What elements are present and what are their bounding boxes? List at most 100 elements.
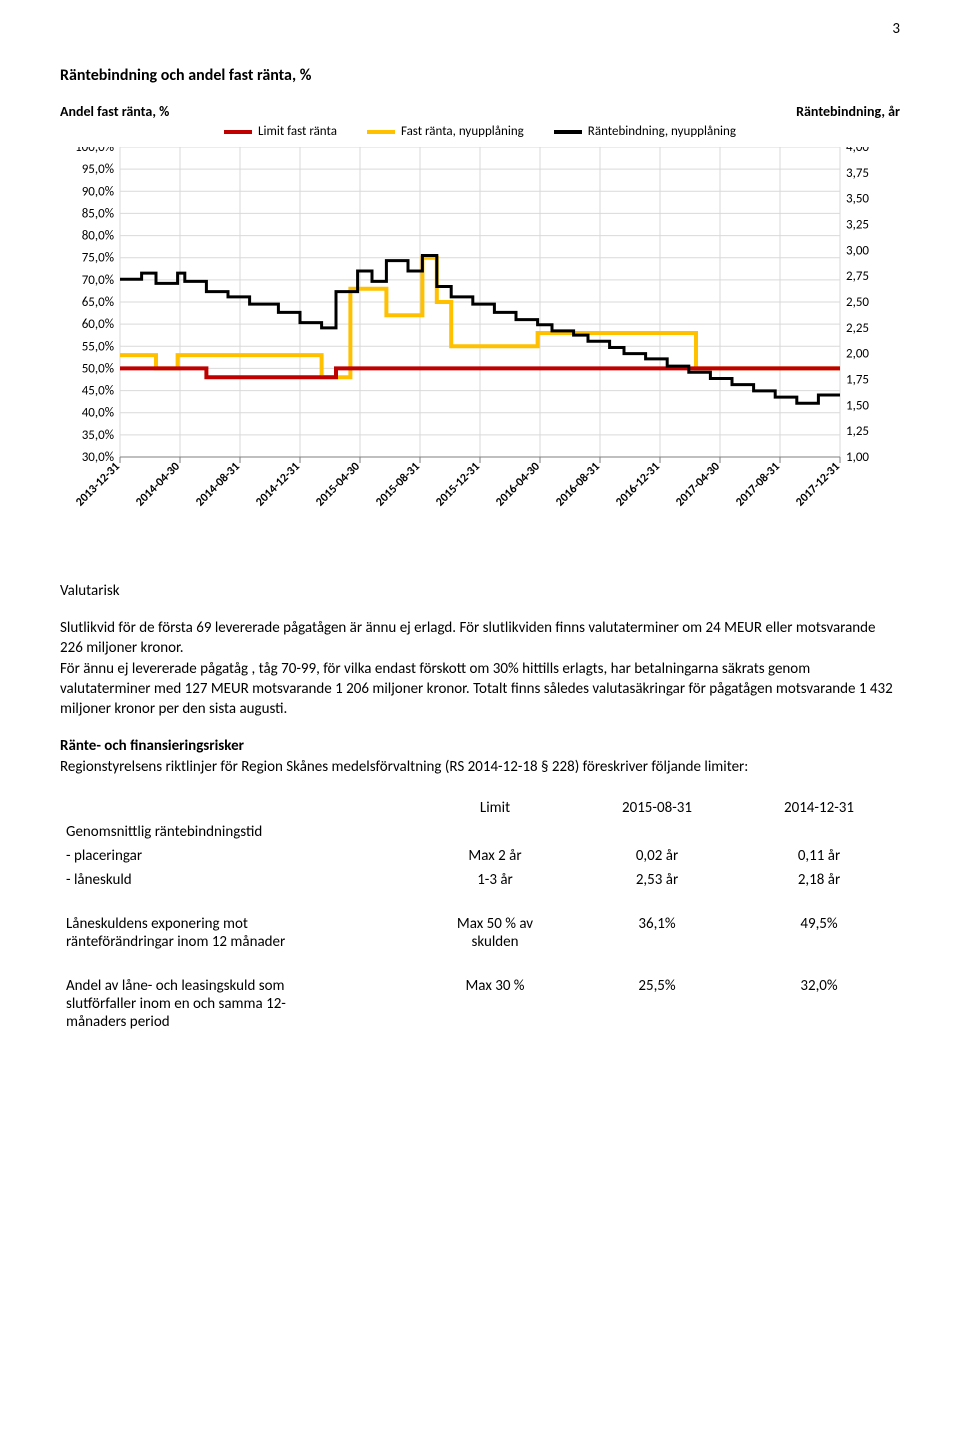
svg-text:2,75: 2,75: [846, 269, 869, 284]
svg-text:1,75: 1,75: [846, 373, 869, 388]
table-cell: [576, 954, 738, 974]
svg-text:2,25: 2,25: [846, 321, 869, 336]
table-cell: [414, 892, 576, 912]
table-row: Genomsnittlig räntebindningstid: [60, 820, 900, 844]
svg-text:60,0%: 60,0%: [82, 317, 114, 332]
legend-item: Limit fast ränta: [224, 124, 337, 139]
table-cell: 2014-12-31: [738, 796, 900, 820]
svg-text:95,0%: 95,0%: [82, 162, 114, 177]
svg-text:2015-12-31: 2015-12-31: [433, 460, 483, 510]
table-cell: 0,11 år: [738, 844, 900, 868]
svg-text:2017-12-31: 2017-12-31: [793, 460, 843, 510]
table-cell: 36,1%: [576, 912, 738, 954]
table-cell: Max 2 år: [414, 844, 576, 868]
table-row: [60, 892, 900, 912]
table-cell: 2,53 år: [576, 868, 738, 892]
svg-text:50,0%: 50,0%: [82, 361, 114, 376]
svg-text:2015-04-30: 2015-04-30: [313, 460, 363, 510]
rante-intro: Regionstyrelsens riktlinjer för Region S…: [60, 757, 900, 777]
table-cell: [60, 954, 414, 974]
limits-table: Limit2015-08-312014-12-31Genomsnittlig r…: [60, 796, 900, 1034]
legend-label: Limit fast ränta: [258, 124, 337, 139]
svg-text:2014-08-31: 2014-08-31: [193, 460, 243, 510]
table-row: Låneskuldens exponering motränteförändri…: [60, 912, 900, 954]
table-cell: Max 50 % avskulden: [414, 912, 576, 954]
svg-text:80,0%: 80,0%: [82, 229, 114, 244]
table-row: Limit2015-08-312014-12-31: [60, 796, 900, 820]
table-cell: [60, 892, 414, 912]
table-cell: Andel av låne- och leasingskuld somslutf…: [60, 974, 414, 1034]
table-cell: 1-3 år: [414, 868, 576, 892]
table-cell: [414, 954, 576, 974]
svg-text:70,0%: 70,0%: [82, 273, 114, 288]
legend-item: Fast ränta, nyupplåning: [367, 124, 524, 139]
svg-text:2016-04-30: 2016-04-30: [493, 460, 543, 510]
table-cell: 2015-08-31: [576, 796, 738, 820]
svg-text:45,0%: 45,0%: [82, 384, 114, 399]
table-cell: 32,0%: [738, 974, 900, 1034]
table-cell: 0,02 år: [576, 844, 738, 868]
valutarisk-heading: Valutarisk: [60, 582, 900, 600]
svg-text:2014-04-30: 2014-04-30: [133, 460, 183, 510]
svg-text:2,50: 2,50: [846, 295, 869, 310]
table-cell: - placeringar: [60, 844, 414, 868]
chart-legend: Limit fast ränta Fast ränta, nyupplåning R…: [60, 124, 900, 139]
table-row: Andel av låne- och leasingskuld somslutf…: [60, 974, 900, 1034]
legend-swatch: [367, 130, 395, 134]
svg-text:1,00: 1,00: [846, 450, 869, 465]
table-cell: Genomsnittlig räntebindningstid: [60, 820, 414, 844]
svg-text:100,0%: 100,0%: [75, 147, 114, 155]
svg-text:4,00: 4,00: [846, 147, 869, 155]
svg-text:3,75: 3,75: [846, 166, 869, 181]
svg-text:1,25: 1,25: [846, 424, 869, 439]
svg-text:3,00: 3,00: [846, 243, 869, 258]
svg-text:75,0%: 75,0%: [82, 251, 114, 266]
svg-text:2017-04-30: 2017-04-30: [673, 460, 723, 510]
table-cell: Låneskuldens exponering motränteförändri…: [60, 912, 414, 954]
table-cell: 49,5%: [738, 912, 900, 954]
page-number: 3: [60, 20, 900, 38]
svg-text:85,0%: 85,0%: [82, 206, 114, 221]
svg-text:55,0%: 55,0%: [82, 339, 114, 354]
svg-text:2015-08-31: 2015-08-31: [373, 460, 423, 510]
chart-svg: 100,0% 95,0% 90,0% 85,0% 80,0% 75,0% 70,0% 65,0…: [60, 147, 890, 529]
table-row: - låneskuld1-3 år2,53 år2,18 år: [60, 868, 900, 892]
svg-text:3,50: 3,50: [846, 192, 869, 207]
table-cell: [738, 820, 900, 844]
table-cell: Limit: [414, 796, 576, 820]
table-row: - placeringarMax 2 år0,02 år0,11 år: [60, 844, 900, 868]
table-cell: [738, 954, 900, 974]
svg-text:3,25: 3,25: [846, 218, 869, 233]
table-cell: 25,5%: [576, 974, 738, 1034]
svg-text:2,00: 2,00: [846, 347, 869, 362]
svg-text:2017-08-31: 2017-08-31: [733, 460, 783, 510]
svg-text:2016-12-31: 2016-12-31: [613, 460, 663, 510]
table-cell: Max 30 %: [414, 974, 576, 1034]
legend-label: Räntebindning, nyupplåning: [588, 124, 736, 139]
svg-text:2016-08-31: 2016-08-31: [553, 460, 603, 510]
table-cell: [576, 892, 738, 912]
left-axis-title: Andel fast ränta, %: [60, 103, 169, 120]
rante-heading: Ränte- och finansieringsrisker: [60, 737, 900, 755]
section-title: Räntebindning och andel fast ränta, %: [60, 66, 900, 85]
chart-container: 100,0% 95,0% 90,0% 85,0% 80,0% 75,0% 70,0% 65,0…: [60, 147, 900, 534]
legend-swatch: [224, 130, 252, 134]
valutarisk-body: Slutlikvid för de första 69 levererade p…: [60, 618, 900, 719]
svg-text:1,50: 1,50: [846, 398, 869, 413]
legend-label: Fast ränta, nyupplåning: [401, 124, 524, 139]
legend-item: Räntebindning, nyupplåning: [554, 124, 736, 139]
table-cell: [738, 892, 900, 912]
svg-text:40,0%: 40,0%: [82, 406, 114, 421]
svg-text:90,0%: 90,0%: [82, 184, 114, 199]
legend-swatch: [554, 130, 582, 134]
table-cell: 2,18 år: [738, 868, 900, 892]
svg-text:65,0%: 65,0%: [82, 295, 114, 310]
svg-text:35,0%: 35,0%: [82, 428, 114, 443]
right-axis-title: Räntebindning, år: [796, 103, 900, 120]
svg-text:2013-12-31: 2013-12-31: [73, 460, 123, 510]
table-row: [60, 954, 900, 974]
table-cell: [576, 820, 738, 844]
table-cell: - låneskuld: [60, 868, 414, 892]
table-cell: [414, 820, 576, 844]
table-cell: [60, 796, 414, 820]
